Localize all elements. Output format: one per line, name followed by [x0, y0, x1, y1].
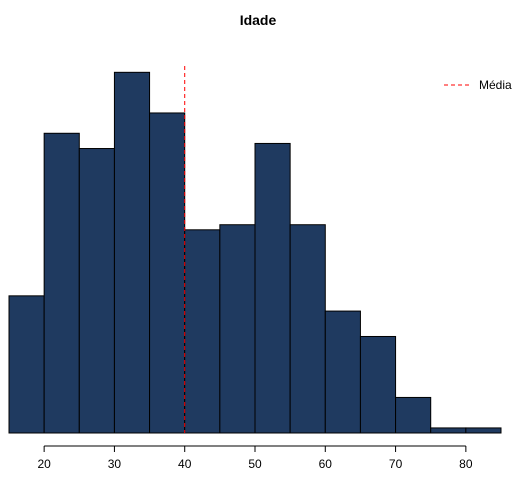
x-tick-label-80: 80: [459, 457, 473, 471]
x-tick-label-70: 70: [389, 457, 403, 471]
legend: Média: [444, 78, 512, 92]
histogram-bar-45-50: [219, 224, 256, 434]
histogram-bar-15-20: [8, 295, 45, 434]
histogram-bar-60-65: [324, 310, 361, 434]
x-ticks: 20 30 40 50 60 70 80: [37, 446, 473, 471]
histogram-bar-75-80: [430, 427, 467, 434]
x-tick-label-40: 40: [178, 457, 192, 471]
histogram-bar-65-70: [359, 335, 397, 434]
histogram-bar-55-60: [289, 224, 326, 434]
histogram-bar-20-25: [43, 132, 80, 434]
legend-mean-label: Média: [479, 78, 512, 92]
histogram-bar-25-30: [78, 148, 115, 434]
histogram-bar-50-55: [254, 142, 291, 434]
bars-group: [8, 71, 502, 434]
x-tick-label-50: 50: [248, 457, 262, 471]
x-axis: 20 30 40 50 60 70 80: [37, 445, 473, 471]
histogram-bar-70-75: [395, 396, 432, 434]
chart-title: Idade: [240, 12, 277, 28]
x-tick-label-30: 30: [108, 457, 122, 471]
x-tick-label-20: 20: [37, 457, 51, 471]
histogram-bar-30-35: [113, 71, 151, 434]
histogram-bar-40-45: [184, 229, 221, 434]
histogram-bar-35-40: [149, 112, 186, 434]
histogram-bar-80-85: [465, 427, 502, 434]
x-tick-label-60: 60: [319, 457, 333, 471]
